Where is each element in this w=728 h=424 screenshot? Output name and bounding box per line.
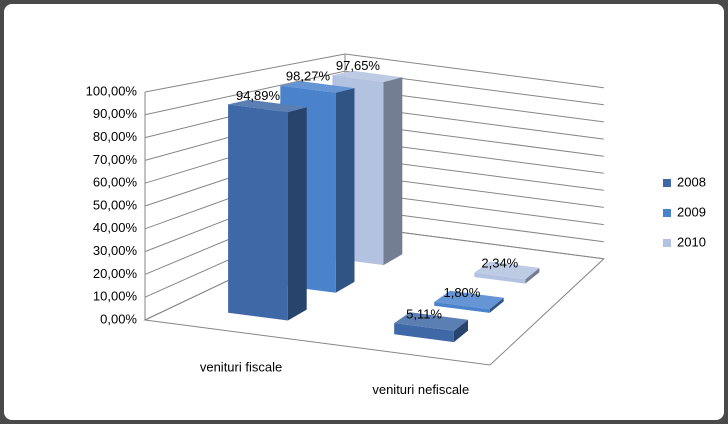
legend-label: 2010 (677, 234, 706, 249)
legend-label: 2009 (677, 204, 706, 219)
bar-side (489, 297, 504, 313)
bar-top (394, 312, 468, 331)
bar (394, 312, 468, 343)
bar-side (525, 267, 540, 284)
y-tick-label: 100,00% (86, 83, 138, 98)
x-tick-label: venituri nefiscale (372, 382, 469, 397)
grid-line (144, 70, 604, 116)
bar (434, 290, 504, 313)
bar-top (332, 70, 403, 82)
legend-swatch (663, 239, 671, 247)
bar-top (280, 81, 355, 93)
y-tick-label: 0,00% (100, 311, 137, 326)
value-label: 94,89% (236, 88, 281, 103)
bar (474, 261, 540, 284)
bar-top (228, 99, 307, 113)
legend-swatch (663, 209, 671, 217)
y-tick-label: 20,00% (93, 266, 138, 281)
y-tick-label: 60,00% (93, 175, 138, 190)
value-label: 1,80% (443, 285, 480, 300)
legend-swatch (663, 179, 671, 187)
y-tick-label: 90,00% (93, 106, 138, 121)
bar-top (434, 290, 504, 310)
bar-side (335, 88, 355, 293)
y-tick-label: 50,00% (93, 197, 138, 212)
grid-line (144, 53, 604, 93)
y-tick-label: 40,00% (93, 220, 138, 235)
value-label: 2,34% (481, 255, 518, 270)
bar-side (383, 77, 403, 266)
bar-front (394, 323, 454, 343)
y-tick-label: 70,00% (93, 152, 138, 167)
y-tick-label: 10,00% (93, 289, 138, 304)
y-tick-label: 30,00% (93, 243, 138, 258)
bar-front (474, 272, 526, 284)
bar-front (228, 104, 288, 321)
bar-side (453, 319, 468, 343)
bar-top (474, 261, 540, 280)
bar-side (287, 107, 307, 321)
bar (228, 99, 307, 321)
x-tick-label: venituri fiscale (200, 359, 282, 374)
value-label: 97,65% (336, 58, 381, 73)
value-label: 5,11% (406, 306, 442, 321)
y-tick-label: 80,00% (93, 129, 138, 144)
value-label: 98,27% (286, 69, 331, 84)
bar-front (434, 302, 490, 313)
legend-label: 2008 (677, 174, 706, 189)
